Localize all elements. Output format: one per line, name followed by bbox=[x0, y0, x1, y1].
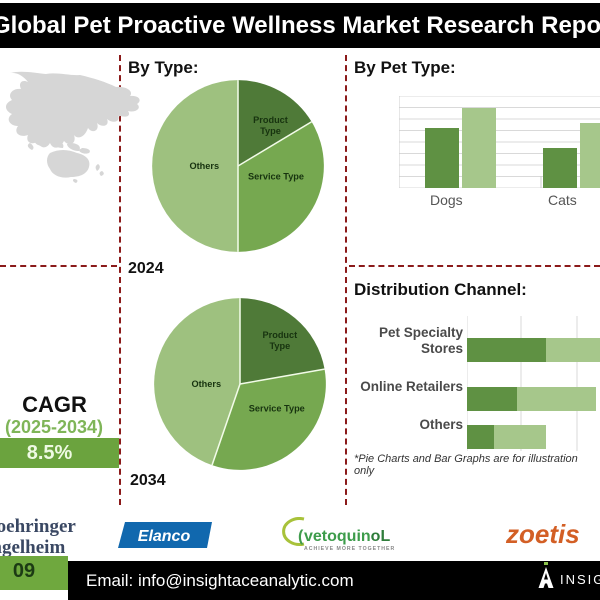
svg-text:ACHIEVE MORE TOGETHER: ACHIEVE MORE TOGETHER bbox=[304, 546, 395, 552]
svg-text:Type: Type bbox=[260, 126, 281, 136]
svg-text:vetoquinoL: vetoquinoL bbox=[304, 528, 390, 545]
svg-text:Product: Product bbox=[253, 115, 288, 125]
svg-text:Others: Others bbox=[191, 379, 221, 389]
svg-text:Type: Type bbox=[269, 341, 290, 351]
svg-text:Elanco: Elanco bbox=[138, 528, 191, 545]
svg-text:Service Type: Service Type bbox=[248, 171, 304, 181]
svg-text:Others: Others bbox=[189, 161, 219, 171]
svg-text:Service Type: Service Type bbox=[249, 404, 305, 414]
svg-text:Product: Product bbox=[263, 330, 298, 340]
